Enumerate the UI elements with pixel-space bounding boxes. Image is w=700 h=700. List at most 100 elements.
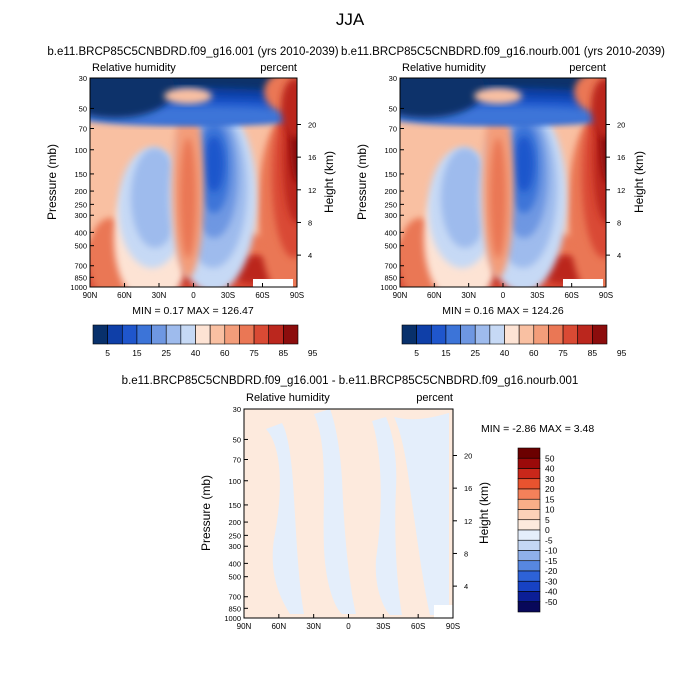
pressure-tick-label: 300 xyxy=(228,542,241,551)
chart-diff-units-label: percent xyxy=(416,392,453,404)
pressure-tick-label: 70 xyxy=(79,125,87,134)
x-tick-label: 90S xyxy=(446,622,460,631)
pressure-tick-label: 500 xyxy=(228,573,241,582)
height-tick-label: 4 xyxy=(464,582,468,591)
pressure-tick-label: 700 xyxy=(74,262,87,271)
chart-right-minmax: MIN = 0.16 MAX = 124.26 xyxy=(442,305,564,317)
chart-right-pressure-axis-label: Pressure (mb) xyxy=(355,144,369,220)
chart-diff-contour-field xyxy=(244,409,453,618)
colorbar-label: 0 xyxy=(545,525,550,535)
pressure-tick-label: 500 xyxy=(74,242,87,251)
height-tick-label: 16 xyxy=(308,153,316,162)
colorbar-label: 75 xyxy=(558,348,568,358)
chart-diff-pressure-axis-label: Pressure (mb) xyxy=(199,475,213,551)
pressure-tick-label: 400 xyxy=(228,559,241,568)
x-tick-label: 60S xyxy=(255,291,269,300)
pressure-tick-label: 300 xyxy=(74,211,87,220)
height-tick-label: 12 xyxy=(464,517,472,526)
pressure-tick-label: 1000 xyxy=(380,283,397,292)
pressure-tick-label: 200 xyxy=(384,187,397,196)
height-tick-label: 20 xyxy=(617,120,625,129)
chart-left-variable-label: Relative humidity xyxy=(92,62,176,74)
height-tick-label: 4 xyxy=(308,251,312,260)
colorbar-swatch xyxy=(517,519,541,531)
colorbar-swatch xyxy=(416,324,432,345)
chart-diff-height-axis-label: Height (km) xyxy=(477,482,491,544)
pressure-tick-label: 250 xyxy=(228,531,241,540)
colorbar-label: -15 xyxy=(545,556,558,566)
pressure-tick-label: 700 xyxy=(384,262,397,271)
rh-contour-band-18 xyxy=(180,138,196,258)
chart-diff: b.e11.BRCP85C5CNBDRD.f09_g16.001 - b.e11… xyxy=(122,375,595,631)
colorbar-swatch xyxy=(430,324,447,345)
colorbar-swatch xyxy=(517,591,541,603)
colorbar-swatch xyxy=(92,324,108,345)
colorbar-swatch xyxy=(180,324,196,345)
chart-right-units-label: percent xyxy=(569,62,606,74)
rh-contour-band-26 xyxy=(281,78,297,138)
pressure-tick-label: 1000 xyxy=(70,283,87,292)
chart-diff-height-ticks: 4 8 12 16 20 xyxy=(453,451,472,591)
rh-missing-data xyxy=(253,279,293,287)
pressure-tick-label: 150 xyxy=(228,501,241,510)
colorbar-swatch xyxy=(517,570,541,582)
x-tick-label: 0 xyxy=(346,622,351,631)
colorbar-swatch xyxy=(517,550,541,562)
colorbar-swatch xyxy=(224,324,240,345)
colorbar-label: 5 xyxy=(545,515,550,525)
pressure-tick-label: 200 xyxy=(74,187,87,196)
x-tick-label: 90S xyxy=(599,291,613,300)
colorbar-label: 25 xyxy=(161,348,171,358)
chart-right-colorbar: 5 15 25 40 60 75 85 95 xyxy=(401,324,627,358)
x-tick-label: 90N xyxy=(393,291,408,300)
diff-negative-band-1 xyxy=(266,423,304,614)
pressure-tick-label: 850 xyxy=(228,604,241,613)
x-tick-label: 60N xyxy=(117,291,132,300)
chart-left-minmax: MIN = 0.17 MAX = 126.47 xyxy=(132,305,254,317)
colorbar-label: -40 xyxy=(545,587,558,597)
pressure-tick-label: 400 xyxy=(384,228,397,237)
colorbar-label: 75 xyxy=(249,348,259,358)
pressure-tick-label: 50 xyxy=(79,104,87,113)
colorbar-label: 60 xyxy=(529,348,539,358)
pressure-tick-label: 30 xyxy=(389,74,397,83)
colorbar-label: 25 xyxy=(470,348,480,358)
colorbar-swatch xyxy=(517,478,541,490)
rh-contour-band-26 xyxy=(591,78,606,138)
height-tick-label: 16 xyxy=(464,484,472,493)
height-tick-label: 8 xyxy=(308,218,312,227)
colorbar-label: -50 xyxy=(545,597,558,607)
pressure-tick-label: 300 xyxy=(384,211,397,220)
x-tick-label: 60S xyxy=(565,291,579,300)
rh-contour-band-11 xyxy=(131,148,179,248)
rh-contour-band-23 xyxy=(90,78,175,118)
colorbar-swatch xyxy=(518,324,535,345)
pressure-tick-label: 100 xyxy=(228,477,241,486)
pressure-tick-label: 250 xyxy=(384,200,397,209)
x-tick-label: 90N xyxy=(83,291,98,300)
x-tick-label: 60N xyxy=(271,622,286,631)
chart-left-height-axis-label: Height (km) xyxy=(322,151,336,213)
pressure-tick-label: 150 xyxy=(74,170,87,179)
pressure-tick-label: 850 xyxy=(384,273,397,282)
chart-left-pressure-axis-label: Pressure (mb) xyxy=(45,144,59,220)
pressure-tick-label: 30 xyxy=(79,74,87,83)
colorbar-label: 5 xyxy=(414,348,419,358)
colorbar-swatch xyxy=(517,560,541,572)
x-tick-label: 30N xyxy=(306,622,321,631)
colorbar-swatch xyxy=(209,324,226,345)
colorbar-swatch xyxy=(489,324,505,345)
chart-left: b.e11.BRCP85C5CNBDRD.f09_g16.001 (yrs 20… xyxy=(45,46,339,358)
colorbar-label: 60 xyxy=(220,348,230,358)
colorbar-label: 50 xyxy=(545,453,555,463)
colorbar-swatch xyxy=(165,324,182,345)
colorbar-label: 20 xyxy=(545,484,555,494)
chart-left-colorbar: 5 15 25 40 60 75 85 95 xyxy=(92,324,318,358)
pressure-tick-label: 70 xyxy=(389,125,397,134)
colorbar-label: 10 xyxy=(545,505,555,515)
colorbar-label: 15 xyxy=(545,494,555,504)
height-tick-label: 8 xyxy=(617,218,621,227)
colorbar-label: -5 xyxy=(545,535,553,545)
